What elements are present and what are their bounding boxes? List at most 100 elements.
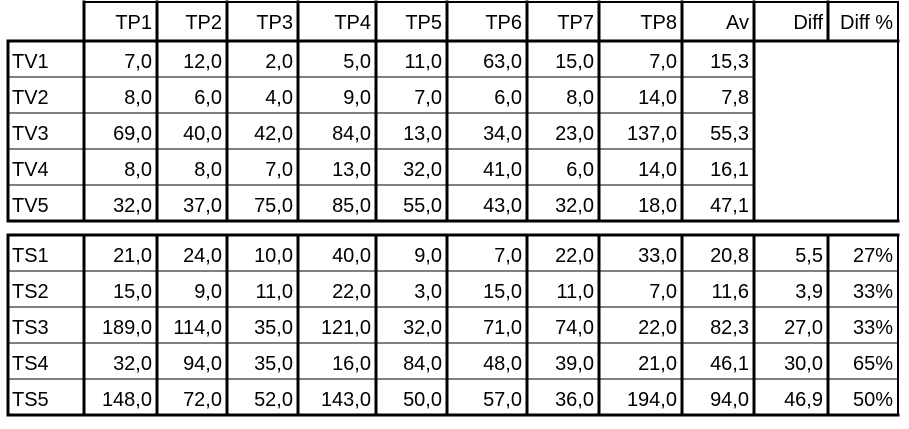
column-header: TP8 xyxy=(640,12,677,34)
table-cell: 7,0 xyxy=(649,51,677,73)
table-cell: 71,0 xyxy=(483,317,522,339)
table-cell: 27,0 xyxy=(784,317,823,339)
table-cell: 65% xyxy=(853,353,893,375)
column-header: TP2 xyxy=(185,12,222,34)
table-cell: 37,0 xyxy=(183,195,222,217)
table-cell: 32,0 xyxy=(403,159,442,181)
table-cell: 55,0 xyxy=(403,195,442,217)
column-header: Diff % xyxy=(840,12,893,34)
table-cell: 57,0 xyxy=(483,389,522,411)
table-cell: 34,0 xyxy=(483,123,522,145)
table-cell: 30,0 xyxy=(784,353,823,375)
table-cell: 121,0 xyxy=(321,317,371,339)
column-header: TP6 xyxy=(485,12,522,34)
column-header: TP4 xyxy=(334,12,371,34)
column-header: Diff xyxy=(793,12,823,34)
column-header: TP1 xyxy=(115,12,152,34)
table-cell: 22,0 xyxy=(555,245,594,267)
table-cell: 21,0 xyxy=(113,245,152,267)
table-cell: 41,0 xyxy=(483,159,522,181)
table-cell: 189,0 xyxy=(102,317,152,339)
table-cell: 7,8 xyxy=(721,87,749,109)
table-cell: 69,0 xyxy=(113,123,152,145)
table-cell: 13,0 xyxy=(403,123,442,145)
table-cell: 24,0 xyxy=(183,245,222,267)
table-cell: 85,0 xyxy=(332,195,371,217)
table-cell: 32,0 xyxy=(403,317,442,339)
table-cell: 7,0 xyxy=(494,245,522,267)
table-cell: 13,0 xyxy=(332,159,371,181)
table-cell: 7,0 xyxy=(649,281,677,303)
table-cell: 6,0 xyxy=(194,87,222,109)
row-label: TS2 xyxy=(12,281,49,303)
table-cell: 22,0 xyxy=(638,317,677,339)
table-cell: 6,0 xyxy=(494,87,522,109)
table-cell: 23,0 xyxy=(555,123,594,145)
table-cell: 7,0 xyxy=(124,51,152,73)
table-cell: 2,0 xyxy=(265,51,293,73)
table-cell: 43,0 xyxy=(483,195,522,217)
table-cell: 40,0 xyxy=(183,123,222,145)
table-cell: 35,0 xyxy=(254,353,293,375)
row-label: TV4 xyxy=(12,159,49,181)
table-cell: 11,0 xyxy=(256,281,293,303)
row-label: TS5 xyxy=(12,389,49,411)
table-cell: 33% xyxy=(853,281,893,303)
table-cell: 72,0 xyxy=(183,389,222,411)
table-cell: 6,0 xyxy=(566,159,594,181)
row-label: TS1 xyxy=(12,245,49,267)
table-cell: 27% xyxy=(853,245,893,267)
row-label: TV5 xyxy=(12,195,49,217)
table-cell: 8,0 xyxy=(194,159,222,181)
table-cell: 7,0 xyxy=(414,87,442,109)
table-cell: 50,0 xyxy=(403,389,442,411)
table-cell: 48,0 xyxy=(483,353,522,375)
table-cell: 16,1 xyxy=(710,159,749,181)
table-cell: 46,9 xyxy=(784,389,823,411)
column-header: Av xyxy=(726,12,749,34)
row-label: TS4 xyxy=(12,353,49,375)
table-cell: 14,0 xyxy=(638,87,677,109)
table-cell: 137,0 xyxy=(627,123,677,145)
table-cell: 35,0 xyxy=(254,317,293,339)
table-cell: 12,0 xyxy=(183,51,222,73)
table-cell: 8,0 xyxy=(124,159,152,181)
table-cell: 5,0 xyxy=(343,51,371,73)
table-cell: 18,0 xyxy=(638,195,677,217)
row-label: TV1 xyxy=(12,51,49,73)
table-cell: 194,0 xyxy=(627,389,677,411)
table-cell: 7,0 xyxy=(265,159,293,181)
column-header: TP7 xyxy=(557,12,594,34)
table-cell: 9,0 xyxy=(414,245,442,267)
row-label: TS3 xyxy=(12,317,49,339)
table-cell: 36,0 xyxy=(555,389,594,411)
table-cell: 8,0 xyxy=(566,87,594,109)
table-cell: 33% xyxy=(853,317,893,339)
table-cell: 21,0 xyxy=(638,353,677,375)
table-cell: 3,0 xyxy=(414,281,442,303)
table-cell: 82,3 xyxy=(710,317,749,339)
table-cell: 22,0 xyxy=(332,281,371,303)
table-cell: 94,0 xyxy=(710,389,749,411)
table-cell: 11,0 xyxy=(557,281,594,303)
table-cell: 20,8 xyxy=(710,245,749,267)
column-header: TP5 xyxy=(405,12,442,34)
table-cell: 143,0 xyxy=(321,389,371,411)
table-cell: 46,1 xyxy=(710,353,749,375)
table-cell: 11,0 xyxy=(405,51,442,73)
table-cell: 4,0 xyxy=(265,87,293,109)
table-cell: 15,0 xyxy=(555,51,594,73)
table-cell: 74,0 xyxy=(555,317,594,339)
table-cell: 11,6 xyxy=(712,281,749,303)
table-cell: 32,0 xyxy=(113,195,152,217)
table-cell: 10,0 xyxy=(254,245,293,267)
table-cell: 14,0 xyxy=(638,159,677,181)
row-label: TV2 xyxy=(12,87,49,109)
table-cell: 32,0 xyxy=(555,195,594,217)
table-cell: 42,0 xyxy=(254,123,293,145)
table-cell: 114,0 xyxy=(173,317,222,339)
row-label: TV3 xyxy=(12,123,49,145)
table-cell: 75,0 xyxy=(254,195,293,217)
table-cell: 148,0 xyxy=(102,389,152,411)
